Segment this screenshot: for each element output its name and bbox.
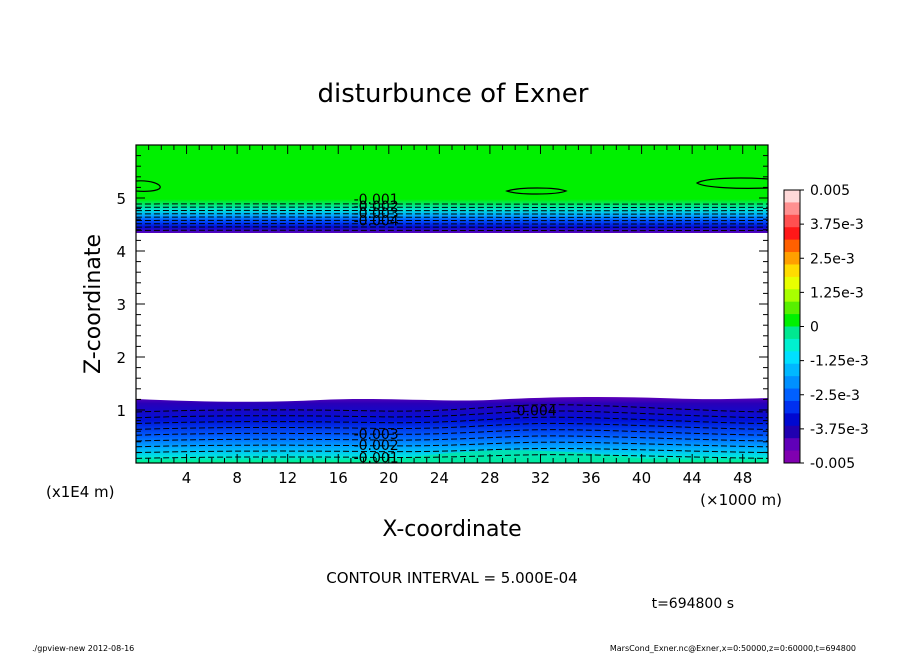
colorbar-segment bbox=[784, 190, 800, 203]
colorbar-label: 1.25e-3 bbox=[810, 285, 864, 301]
x-tick-label: 24 bbox=[430, 469, 449, 487]
colorbar-label: 2.5e-3 bbox=[810, 251, 855, 267]
x-tick-label: 44 bbox=[683, 469, 702, 487]
contour-label: -0.001 bbox=[354, 192, 399, 208]
lower-dashed-contours bbox=[135, 404, 769, 459]
footer-left: ./gpview-new 2012-08-16 bbox=[32, 644, 134, 653]
axis-ticks bbox=[136, 145, 768, 463]
dashed-contour-lower bbox=[135, 416, 769, 425]
colorbar-label: 3.75e-3 bbox=[810, 217, 864, 233]
colorbar-label: -0.005 bbox=[810, 456, 855, 472]
colorbar-segment bbox=[784, 214, 800, 228]
colorbar-segment bbox=[784, 252, 800, 265]
lower-green-bump bbox=[360, 450, 680, 463]
y-tick-labels: 1 2 3 4 5 bbox=[116, 190, 126, 420]
y-axis-label: Z-coordinate bbox=[81, 234, 106, 374]
contour-line-solid-left bbox=[135, 180, 161, 192]
upper-green-region bbox=[136, 145, 768, 200]
contour-label: -0.003 bbox=[354, 427, 399, 443]
colorbar-segment bbox=[784, 301, 800, 315]
colorbar-segment bbox=[784, 425, 800, 439]
y-tick-label: 4 bbox=[116, 243, 126, 261]
y-axis-unit: (x1E4 m) bbox=[46, 483, 115, 501]
upper-dashed-contours bbox=[135, 203, 769, 232]
time-text: t=694800 s bbox=[652, 596, 734, 612]
colorbar-segment bbox=[784, 351, 800, 365]
colorbar-segment bbox=[784, 400, 800, 414]
colorbar-label: -1.25e-3 bbox=[810, 354, 869, 370]
dashed-contour-lower bbox=[135, 435, 769, 442]
y-tick-label: 1 bbox=[116, 402, 126, 420]
contour-label: -0.004 bbox=[512, 404, 557, 420]
y-tick-label: 2 bbox=[116, 349, 126, 367]
colorbar bbox=[783, 189, 801, 464]
dashed-contour-lower bbox=[135, 447, 769, 454]
x-tick-label: 20 bbox=[379, 469, 398, 487]
colorbar-label: -2.5e-3 bbox=[810, 388, 860, 404]
x-tick-labels: 4 8 12 16 20 24 28 32 36 40 44 48 bbox=[182, 469, 752, 487]
x-tick-label: 40 bbox=[632, 469, 651, 487]
colorbar-segment bbox=[784, 413, 800, 427]
y-tick-label: 3 bbox=[116, 296, 126, 314]
colorbar-segment bbox=[784, 227, 800, 241]
x-tick-label: 8 bbox=[232, 469, 242, 487]
colorbar-segment bbox=[784, 376, 800, 389]
y-tick-label: 5 bbox=[116, 190, 126, 208]
colorbar-label: 0.005 bbox=[810, 183, 850, 199]
contour-line-solid-right bbox=[695, 177, 769, 189]
dashed-contour-lower bbox=[135, 410, 769, 419]
colorbar-segment bbox=[784, 363, 800, 377]
lower-gradient-band bbox=[136, 396, 768, 463]
dashed-contour-lower bbox=[135, 441, 769, 448]
x-tick-label: 12 bbox=[278, 469, 297, 487]
x-axis-unit: (×1000 m) bbox=[700, 491, 782, 509]
dashed-contour-lower bbox=[135, 422, 769, 430]
colorbar-segment bbox=[784, 314, 800, 327]
contour-label: -0.002 bbox=[354, 438, 399, 454]
x-tick-label: 4 bbox=[182, 469, 192, 487]
colorbar-segment bbox=[784, 338, 800, 352]
dashed-contour-lower bbox=[135, 404, 769, 413]
chart-title: disturbunce of Exner bbox=[318, 79, 589, 109]
dashed-contour-lower bbox=[135, 429, 769, 436]
contour-label: -0.004 bbox=[354, 213, 399, 229]
colorbar-label: 0 bbox=[810, 320, 819, 336]
colorbar-segment bbox=[784, 438, 800, 451]
contour-label: -0.003 bbox=[354, 206, 399, 222]
x-tick-label: 48 bbox=[733, 469, 752, 487]
contour-field bbox=[136, 145, 768, 463]
x-tick-label: 32 bbox=[531, 469, 550, 487]
x-tick-label: 28 bbox=[480, 469, 499, 487]
colorbar-label: -3.75e-3 bbox=[810, 422, 869, 438]
colorbar-labels: 0.005 3.75e-3 2.5e-3 1.25e-3 0 -1.25e-3 -2.5e-… bbox=[800, 183, 869, 472]
x-tick-label: 36 bbox=[581, 469, 600, 487]
footer-right: MarsCond_Exner.nc@Exner,x=0:50000,z=0:60… bbox=[610, 644, 856, 653]
colorbar-segment bbox=[784, 276, 800, 290]
contour-interval-text: CONTOUR INTERVAL = 5.000E-04 bbox=[326, 569, 577, 587]
colorbar-segment bbox=[784, 388, 800, 402]
x-tick-label: 16 bbox=[329, 469, 348, 487]
contour-label: -0.002 bbox=[354, 199, 399, 215]
colorbar-segment bbox=[784, 289, 800, 303]
colorbar-segment bbox=[784, 326, 800, 340]
contour-lines bbox=[135, 177, 769, 459]
contour-line-solid-center bbox=[505, 187, 568, 195]
colorbar-segment bbox=[784, 239, 800, 253]
dashed-contour-lower bbox=[135, 454, 769, 459]
x-axis-label: X-coordinate bbox=[382, 517, 521, 542]
colorbar-segment bbox=[784, 264, 800, 278]
colorbar-segment bbox=[784, 450, 800, 464]
colorbar-segment bbox=[784, 202, 800, 216]
